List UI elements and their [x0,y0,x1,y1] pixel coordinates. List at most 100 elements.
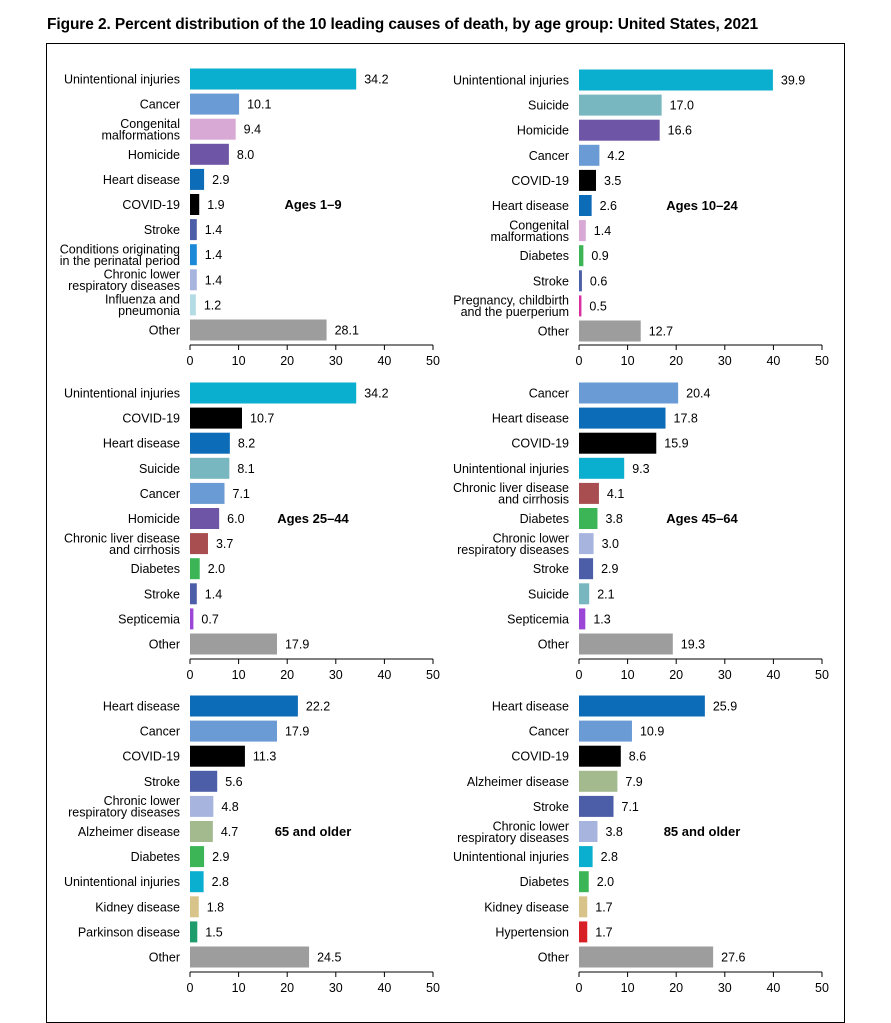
category-label: Unintentional injuries [64,875,180,889]
category-label: Other [538,638,569,652]
x-tick-label: 30 [718,668,732,682]
bar [579,220,586,242]
data-label: 34.2 [364,387,388,401]
x-tick-label: 40 [377,354,391,368]
bar [579,195,592,216]
category-label: Cancer [140,98,180,112]
category-label: Other [538,325,569,339]
bar [190,93,240,115]
category-label: Diabetes [520,249,569,263]
x-tick-label: 0 [187,981,194,995]
bar [579,795,614,817]
bar [190,68,357,90]
data-label: 1.4 [205,587,222,601]
data-label: 10.7 [250,412,274,426]
category-label: Diabetes [520,875,569,889]
age-group-label: 85 and older [664,824,741,839]
category-label: Chronic liver disease and cirrhosis [64,531,180,557]
data-label: 8.2 [238,437,255,451]
bar [190,846,205,868]
chart-panel: 34.2 Unintentional injuries 10.1 Cancer 9.4 C… [60,68,440,368]
data-label: 24.5 [317,951,341,965]
category-label: Chronic lower respiratory diseases [68,268,180,294]
x-tick-label: 0 [187,354,194,368]
x-tick-label: 0 [187,668,194,682]
category-label: Diabetes [520,512,569,526]
data-label: 3.8 [605,512,622,526]
bar [579,432,657,454]
category-label: Cancer [140,725,180,739]
data-label: 2.9 [601,562,618,576]
chart-panel: 39.9 Unintentional injuries 17.0 Suicide 16.… [453,69,829,368]
bar [190,633,277,655]
chart-panel: 20.4 Cancer 17.8 Heart disease 15.9 COVID-19 9… [453,382,829,682]
category-label: COVID-19 [511,174,569,188]
category-label: Alzheimer disease [78,825,180,839]
x-tick-label: 50 [815,354,829,368]
data-label: 1.9 [207,198,224,212]
data-label: 6.0 [227,512,244,526]
bar [190,745,245,767]
category-label: Homicide [128,512,180,526]
category-label: Other [149,324,180,338]
bar [579,583,590,605]
category-label: Cancer [529,149,569,163]
category-label: Heart disease [492,700,569,714]
data-label: 1.4 [594,224,611,238]
x-tick-label: 20 [669,981,683,995]
data-label: 15.9 [664,437,688,451]
category-label: COVID-19 [122,412,180,426]
bar [190,508,220,529]
x-tick-label: 40 [766,354,780,368]
bar [190,294,196,316]
bar [190,871,204,893]
category-label: Chronic lower respiratory diseases [457,819,569,845]
category-label: Conditions originating in the perinatal p… [60,242,180,268]
data-label: 2.8 [212,875,229,889]
data-label: 0.9 [591,249,608,263]
bar [579,407,666,429]
bar [190,269,197,291]
data-label: 3.0 [602,537,619,551]
data-label: 2.0 [597,875,614,889]
category-label: Unintentional injuries [64,73,180,87]
bar [190,168,205,190]
category-label: Homicide [128,148,180,162]
category-label: Cancer [529,387,569,401]
data-label: 4.1 [607,487,624,501]
x-tick-label: 10 [232,981,246,995]
x-tick-label: 40 [766,668,780,682]
category-label: Influenza and pneumonia [105,293,180,319]
category-label: Stroke [533,274,569,288]
chart-panel: 25.9 Heart disease 10.9 Cancer 8.6 COVID-19 7.… [453,695,829,995]
data-label: 11.3 [253,750,276,764]
x-tick-label: 50 [815,981,829,995]
data-label: 34.2 [364,73,388,87]
data-label: 3.5 [604,174,621,188]
bar [579,320,641,342]
age-group-label: Ages 1–9 [284,197,341,212]
data-label: 17.8 [674,412,698,426]
bar [579,770,618,792]
bar [579,558,594,580]
data-label: 27.6 [721,951,745,965]
category-label: Diabetes [131,850,180,864]
bar [579,295,582,317]
category-label: COVID-19 [511,437,569,451]
x-tick-label: 40 [766,981,780,995]
bar [190,407,242,429]
x-tick-label: 30 [718,981,732,995]
category-label: Other [149,638,180,652]
x-tick-label: 10 [621,981,635,995]
data-label: 1.4 [205,223,222,237]
category-label: Chronic lower respiratory diseases [68,794,180,820]
bar [579,745,621,767]
category-label: Heart disease [103,173,180,187]
x-tick-label: 0 [576,354,583,368]
x-tick-label: 50 [815,668,829,682]
category-label: Stroke [144,223,180,237]
x-tick-label: 30 [329,981,343,995]
bar [579,245,584,267]
category-label: Cancer [529,725,569,739]
data-label: 7.1 [622,800,639,814]
